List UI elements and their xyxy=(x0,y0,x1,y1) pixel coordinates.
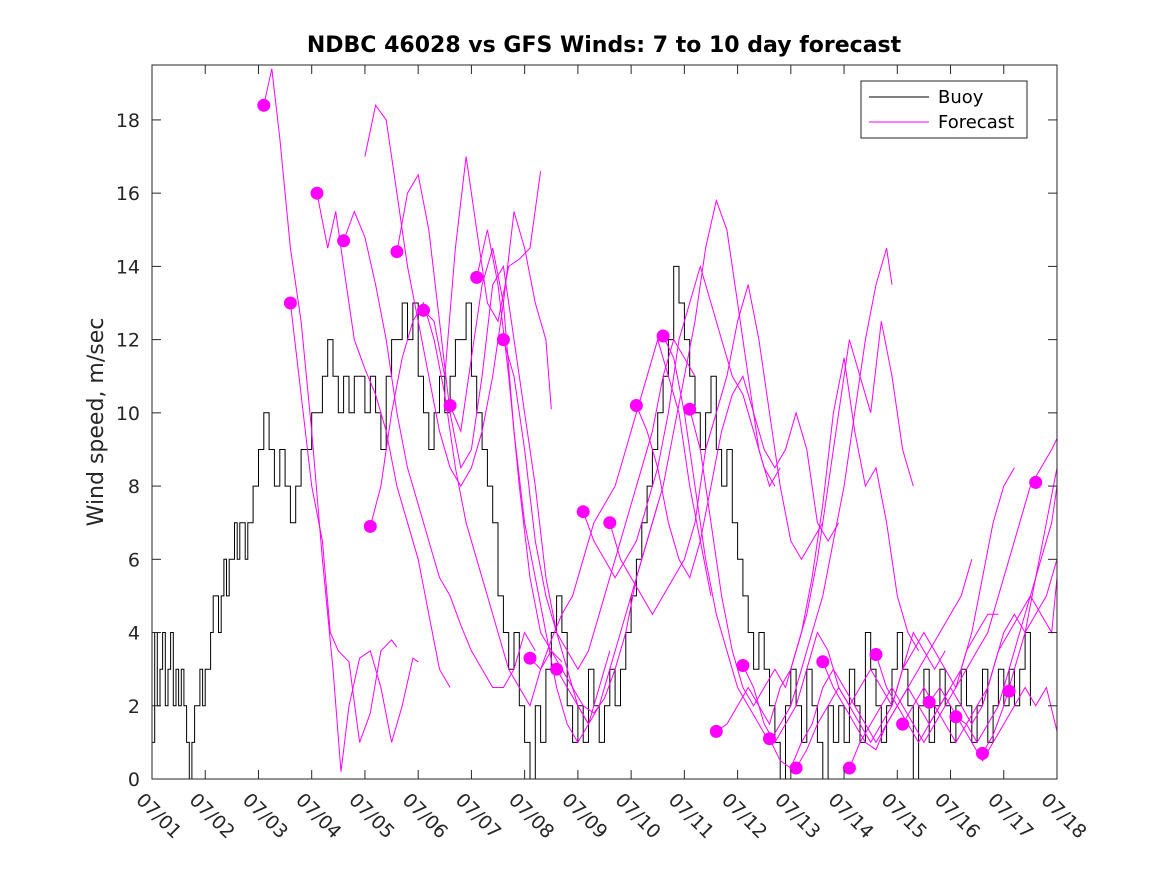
legend-box xyxy=(860,80,1028,139)
forecast-marker-22 xyxy=(842,761,856,775)
forecast-series-group xyxy=(263,68,1058,772)
forecast-line-8 xyxy=(423,156,542,377)
forecast-line-2 xyxy=(289,302,398,743)
y-tick-label-2: 4 xyxy=(128,623,140,645)
y-tick-label-8: 16 xyxy=(116,183,140,205)
forecast-marker-26 xyxy=(949,710,963,724)
forecast-line-13 xyxy=(556,198,781,726)
y-tick-label-5: 10 xyxy=(116,403,140,425)
forecast-marker-7 xyxy=(443,399,457,412)
forecast-marker-6 xyxy=(417,303,430,317)
forecast-marker-24 xyxy=(896,717,910,731)
forecast-line-11 xyxy=(502,338,696,671)
forecast-marker-28 xyxy=(1002,684,1016,698)
forecast-marker-19 xyxy=(763,732,776,746)
forecast-marker-3 xyxy=(337,234,351,248)
forecast-marker-0 xyxy=(257,98,271,112)
forecast-marker-20 xyxy=(789,761,803,775)
forecast-line-19 xyxy=(716,357,920,732)
y-tick-label-9: 18 xyxy=(116,110,140,132)
forecast-marker-13 xyxy=(603,516,617,530)
forecast-marker-14 xyxy=(629,399,643,412)
forecast-marker-23 xyxy=(869,648,883,661)
forecast-line-5 xyxy=(369,301,563,708)
forecast-marker-17 xyxy=(709,724,723,738)
forecast-line-23 xyxy=(822,467,1015,751)
forecast-marker-group xyxy=(257,98,1043,775)
y-tick-label-4: 8 xyxy=(128,476,140,498)
forecast-line-4 xyxy=(343,210,536,688)
y-tick-label-6: 12 xyxy=(116,330,140,352)
forecast-marker-29 xyxy=(1029,475,1043,489)
legend: Buoy Forecast xyxy=(860,80,1028,139)
forecast-marker-15 xyxy=(656,329,670,343)
forecast-marker-25 xyxy=(922,695,936,709)
forecast-line-17 xyxy=(662,247,893,744)
forecast-line-10 xyxy=(476,229,659,714)
forecast-marker-12 xyxy=(576,505,590,519)
y-tick-label-0: 0 xyxy=(128,769,140,791)
forecast-marker-4 xyxy=(363,519,377,533)
legend-buoy-label: Buoy xyxy=(938,87,984,108)
forecast-line-7 xyxy=(364,104,552,488)
forecast-marker-18 xyxy=(736,659,750,672)
forecast-line-27 xyxy=(928,686,1058,762)
y-tick-label-7: 14 xyxy=(116,256,140,278)
forecast-marker-2 xyxy=(310,186,324,200)
forecast-marker-5 xyxy=(390,245,404,259)
forecast-line-14 xyxy=(582,264,776,579)
legend-forecast-label: Forecast xyxy=(938,112,1014,133)
y-axis-label: Wind speed, m/sec xyxy=(84,318,109,527)
forecast-marker-27 xyxy=(976,746,989,760)
forecast-marker-11 xyxy=(550,662,564,676)
forecast-line-29 xyxy=(982,467,1058,754)
forecast-marker-9 xyxy=(496,333,510,347)
y-tick-label-3: 6 xyxy=(128,549,140,571)
forecast-marker-1 xyxy=(283,296,297,310)
forecast-line-1 xyxy=(263,68,419,772)
forecast-line-24 xyxy=(848,438,1058,769)
forecast-line-15 xyxy=(609,284,824,616)
forecast-line-3 xyxy=(316,193,451,688)
forecast-marker-10 xyxy=(523,651,537,665)
plot-area xyxy=(152,65,1057,779)
forecast-line-28 xyxy=(955,486,1058,744)
forecast-line-12 xyxy=(529,337,712,671)
forecast-marker-21 xyxy=(816,655,830,669)
forecast-line-9 xyxy=(449,247,611,744)
chart-title: NDBC 46028 vs GFS Winds: 7 to 10 day for… xyxy=(307,33,902,58)
forecast-line-16 xyxy=(635,374,840,579)
y-tick-label-1: 2 xyxy=(128,696,140,718)
forecast-marker-8 xyxy=(470,270,484,284)
axes-frame xyxy=(151,64,1058,780)
forecast-marker-16 xyxy=(683,402,697,416)
forecast-line-21 xyxy=(769,559,973,769)
